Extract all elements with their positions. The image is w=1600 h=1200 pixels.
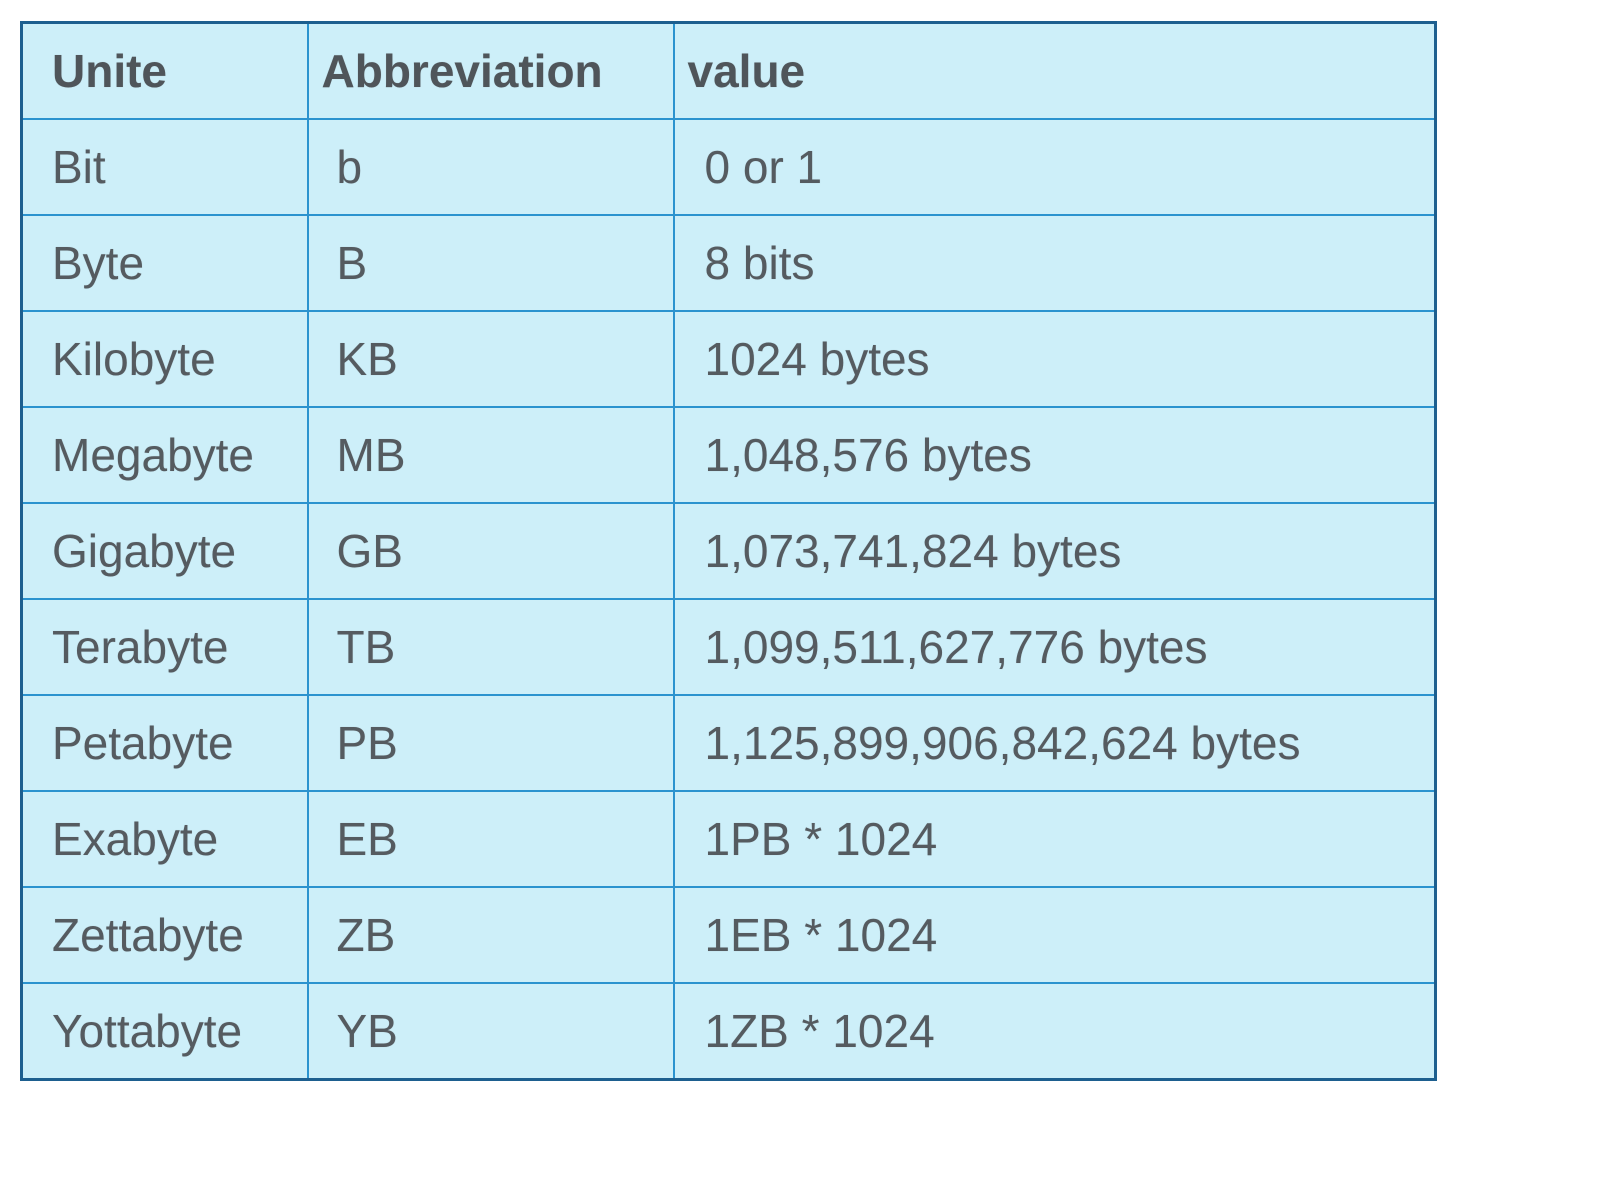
table-row: Exabyte EB 1PB * 1024 <box>20 790 1437 888</box>
table-cell: Kilobyte <box>20 310 309 408</box>
table-cell: Petabyte <box>20 694 309 792</box>
table-cell: YB <box>306 982 675 1081</box>
units-table: Unite Abbreviation value Bit b 0 or 1 Byte B 8 … <box>20 21 1437 1081</box>
table-cell: 1ZB * 1024 <box>672 982 1437 1081</box>
table-body: Bit b 0 or 1 Byte B 8 bits Kilobyte KB 1024 byte… <box>20 118 1437 1081</box>
table-row: Bit b 0 or 1 <box>20 118 1437 216</box>
table-cell: Exabyte <box>20 790 309 888</box>
table-cell: 1PB * 1024 <box>672 790 1437 888</box>
header-cell: value <box>672 21 1437 120</box>
table-cell: Bit <box>20 118 309 216</box>
table-cell: Terabyte <box>20 598 309 696</box>
table-row: Byte B 8 bits <box>20 214 1437 312</box>
table-row: Yottabyte YB 1ZB * 1024 <box>20 982 1437 1081</box>
table-cell: 1,073,741,824 bytes <box>672 502 1437 600</box>
header-cell: Unite <box>20 21 309 120</box>
table-cell: 1,125,899,906,842,624 bytes <box>672 694 1437 792</box>
table-cell: TB <box>306 598 675 696</box>
table-row: Terabyte TB 1,099,511,627,776 bytes <box>20 598 1437 696</box>
table-cell: MB <box>306 406 675 504</box>
table-cell: 8 bits <box>672 214 1437 312</box>
table-cell: 1,048,576 bytes <box>672 406 1437 504</box>
table-cell: 1,099,511,627,776 bytes <box>672 598 1437 696</box>
table-cell: 0 or 1 <box>672 118 1437 216</box>
header-row: Unite Abbreviation value <box>20 21 1437 120</box>
table-cell: 1024 bytes <box>672 310 1437 408</box>
table-cell: KB <box>306 310 675 408</box>
table-row: Kilobyte KB 1024 bytes <box>20 310 1437 408</box>
table-row: Megabyte MB 1,048,576 bytes <box>20 406 1437 504</box>
table-row: Gigabyte GB 1,073,741,824 bytes <box>20 502 1437 600</box>
table-cell: Megabyte <box>20 406 309 504</box>
table-cell: Zettabyte <box>20 886 309 984</box>
table-cell: PB <box>306 694 675 792</box>
table-cell: B <box>306 214 675 312</box>
table-cell: b <box>306 118 675 216</box>
header-cell: Abbreviation <box>306 21 675 120</box>
table-cell: 1EB * 1024 <box>672 886 1437 984</box>
table-cell: Byte <box>20 214 309 312</box>
table-cell: ZB <box>306 886 675 984</box>
table-row: Petabyte PB 1,125,899,906,842,624 bytes <box>20 694 1437 792</box>
table-cell: Yottabyte <box>20 982 309 1081</box>
table-cell: Gigabyte <box>20 502 309 600</box>
table-cell: GB <box>306 502 675 600</box>
table-row: Zettabyte ZB 1EB * 1024 <box>20 886 1437 984</box>
table-cell: EB <box>306 790 675 888</box>
